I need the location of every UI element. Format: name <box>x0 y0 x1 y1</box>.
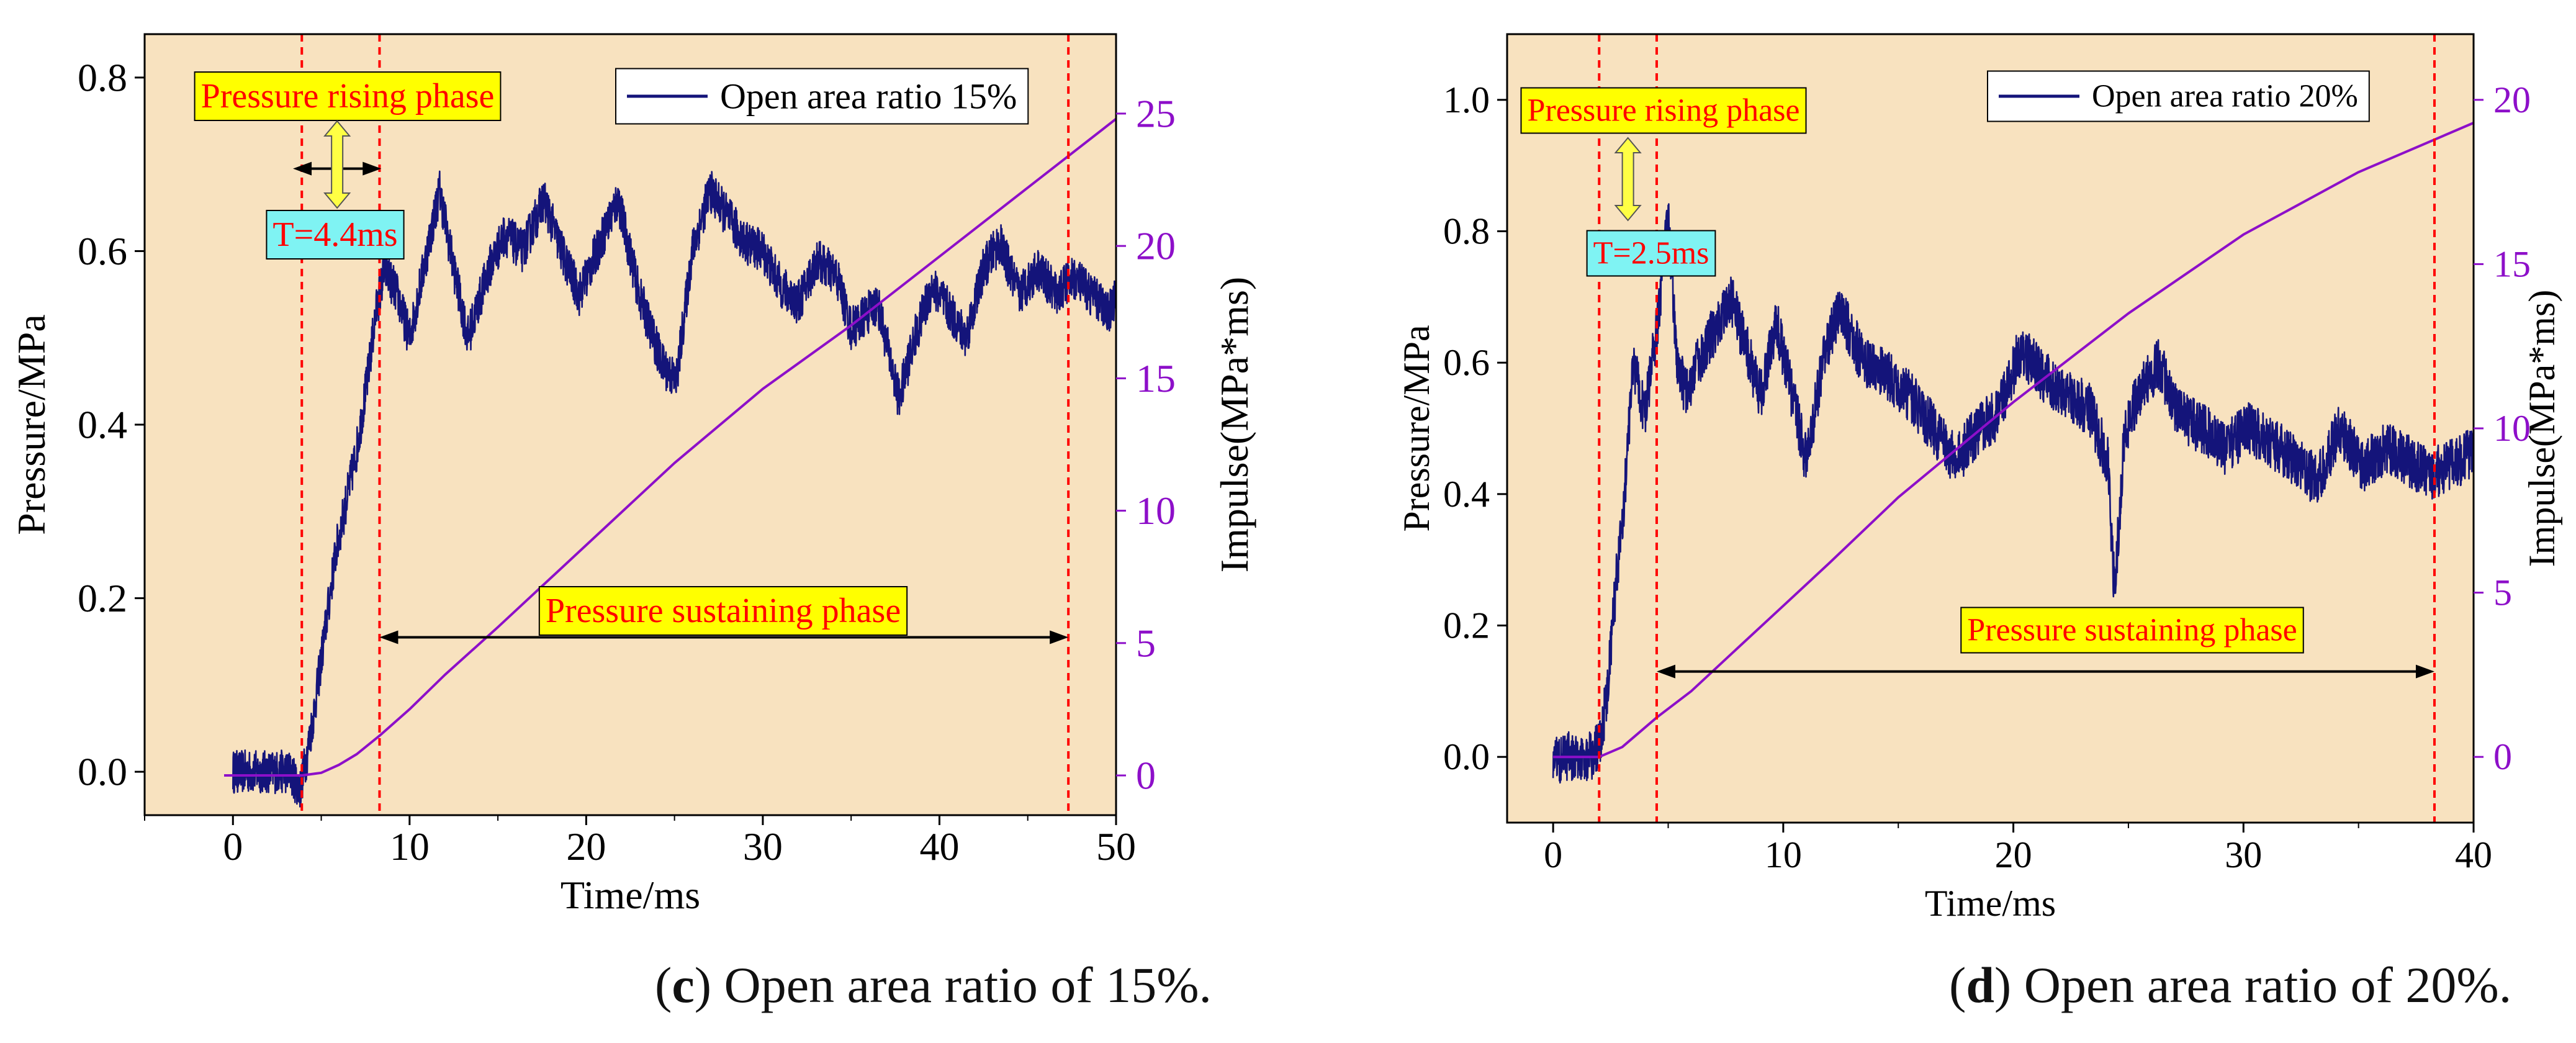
y2-axis-label: Impulse(MPa*ms) <box>1212 277 1256 572</box>
x-axis-label: Time/ms <box>561 873 700 917</box>
y-tick-label: 0.4 <box>78 403 127 447</box>
rising-phase-label-text: Pressure rising phase <box>201 77 495 115</box>
plot-background <box>145 34 1116 815</box>
x-tick-label: 30 <box>743 824 783 869</box>
sustaining-phase-arrow <box>379 630 1069 644</box>
period-label: T=4.4ms <box>266 210 405 260</box>
caption-d: (d) Open area ratio of 20%. <box>1949 957 2512 1013</box>
period-label: T=2.5ms <box>1586 230 1716 277</box>
sustaining-phase-label-text: Pressure sustaining phase <box>546 592 901 630</box>
y-tick-label: 0.6 <box>78 229 127 273</box>
rising-phase-label-text: Pressure rising phase <box>1527 93 1799 129</box>
y-tick-label: 0.4 <box>1443 474 1490 515</box>
rising-phase-arrow-head-left <box>293 161 312 176</box>
caption-d-letter: d <box>1966 957 1994 1013</box>
legend-label: Open area ratio 20% <box>2092 79 2358 114</box>
sustaining-phase-label-text: Pressure sustaining phase <box>1967 613 2297 648</box>
rising-phase-updown-arrow <box>323 120 351 209</box>
y-tick-label: 0.2 <box>1443 605 1490 646</box>
y-axis-label: Pressure/MPa <box>9 314 53 535</box>
y2-tick-label: 20 <box>2493 79 2531 120</box>
chart-panel-c: 0 10 20 30 40 50 0.0 0.2 0.4 0.6 0.8 0 5 10 15 20 25 Time… <box>9 33 1256 917</box>
caption-d-text: ) Open area ratio of 20%. <box>1994 957 2512 1013</box>
legend: Open area ratio 20% <box>1987 70 2370 122</box>
sustaining-phase-label: Pressure sustaining phase <box>538 586 908 636</box>
y2-tick-label: 25 <box>1136 91 1176 135</box>
y2-tick-label: 15 <box>1136 356 1176 400</box>
rising-phase-updown-arrow <box>1614 137 1642 222</box>
caption-c-text: ) Open area ratio of 15%. <box>694 957 1212 1013</box>
period-label-box <box>266 210 405 260</box>
rising-phase-label-box <box>1520 87 1807 134</box>
y-tick-label: 0.0 <box>78 750 127 794</box>
rising-phase-updown-arrow-shape <box>323 120 351 209</box>
y2-tick-label: 20 <box>1136 224 1176 268</box>
sustaining-phase-arrow-head-right <box>2415 664 2434 679</box>
y2-tick-label: 10 <box>1136 489 1176 533</box>
legend: Open area ratio 15% <box>615 68 1029 125</box>
x-tick-label: 0 <box>1544 834 1562 875</box>
sustaining-phase-label-box <box>538 586 908 636</box>
x-tick-label: 20 <box>1995 834 2032 875</box>
period-label-box <box>1586 230 1716 277</box>
y-tick-label: 0.8 <box>78 55 127 99</box>
x-tick-label: 40 <box>2455 834 2492 875</box>
x-axis-label: Time/ms <box>1925 883 2056 924</box>
y2-tick-label: 15 <box>2493 243 2531 284</box>
y2-tick-label: 0 <box>1136 754 1156 798</box>
y-tick-label: 1.0 <box>1443 79 1490 120</box>
x-tick-label: 40 <box>919 824 959 869</box>
y2-tick-label: 0 <box>2493 736 2512 777</box>
caption-c: (c) Open area ratio of 15%. <box>655 957 1212 1013</box>
x-tick-label: 10 <box>1765 834 1802 875</box>
x-tick-label: 0 <box>223 824 243 869</box>
y-axis-label: Pressure/MPa <box>1396 325 1437 531</box>
y2-tick-label: 5 <box>2493 572 2512 613</box>
rising-phase-label: Pressure rising phase <box>194 71 502 121</box>
sustaining-phase-arrow-head-left <box>379 630 399 644</box>
x-tick-label: 20 <box>566 824 606 869</box>
y-tick-label: 0.8 <box>1443 211 1490 252</box>
impulse-series-line <box>1553 122 2474 759</box>
x-tick-label: 10 <box>390 824 430 869</box>
chart-panel-d: 0 10 20 30 40 0.0 0.2 0.4 0.6 0.8 1.0 0 5 10 15 20 Time/… <box>1396 33 2562 924</box>
rising-phase-label: Pressure rising phase <box>1520 87 1807 134</box>
rising-phase-label-box <box>194 71 502 121</box>
pressure-series-line <box>1552 203 2474 784</box>
y-tick-label: 0.0 <box>1443 736 1490 777</box>
sustaining-phase-label-box <box>1960 607 2304 654</box>
sustaining-phase-arrow-head-right <box>1050 630 1069 644</box>
x-tick-label: 30 <box>2225 834 2262 875</box>
legend-label: Open area ratio 15% <box>720 76 1017 117</box>
x-tick-label: 50 <box>1096 824 1136 869</box>
sustaining-phase-arrow <box>1656 664 2434 679</box>
period-label-text: T=4.4ms <box>272 215 397 254</box>
rising-phase-updown-arrow-shape <box>1614 137 1642 222</box>
y-tick-label: 0.6 <box>1443 342 1490 383</box>
period-label-text: T=2.5ms <box>1593 236 1709 271</box>
sustaining-phase-label: Pressure sustaining phase <box>1960 607 2304 654</box>
sustaining-phase-arrow-head-left <box>1656 664 1675 679</box>
caption-c-letter: c <box>672 957 695 1013</box>
y2-axis-label: Impulse(MPa*ms) <box>2521 290 2562 567</box>
y2-tick-label: 5 <box>1136 621 1156 665</box>
y-tick-label: 0.2 <box>78 576 127 620</box>
impulse-series-line <box>224 117 1116 777</box>
rising-phase-arrow-head-right <box>363 161 382 176</box>
y2-tick-label: 10 <box>2493 408 2531 449</box>
